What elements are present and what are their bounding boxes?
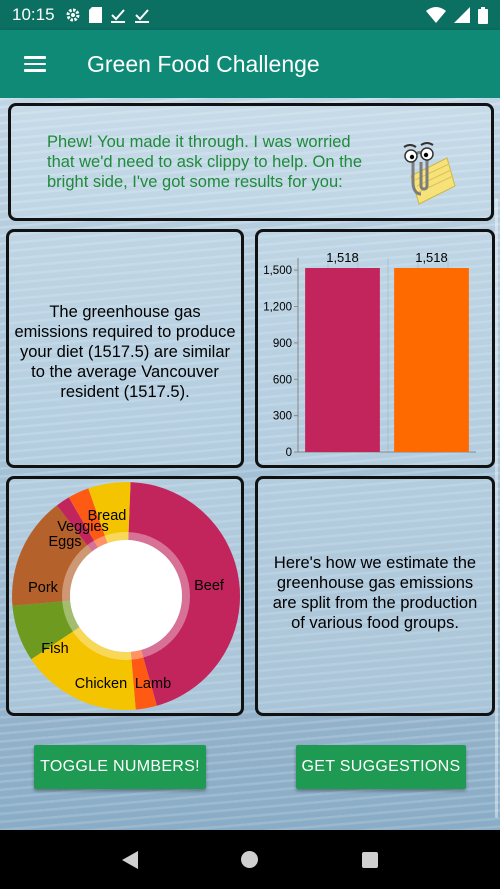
menu-button[interactable] [0, 30, 70, 98]
hamburger-menu-icon [24, 52, 46, 76]
back-icon[interactable] [122, 851, 138, 869]
intro-card: Phew! You made it through. I was worried… [8, 103, 494, 221]
split-card: Here's how we estimate the greenhouse ga… [255, 476, 495, 716]
slice-label: Chicken [75, 676, 127, 692]
slice-label: Pork [28, 580, 59, 596]
get-suggestions-button[interactable]: GET SUGGESTIONS [296, 745, 466, 789]
toggle-numbers-button[interactable]: TOGGLE NUMBERS! [34, 745, 206, 789]
comparison-card: The greenhouse gas emissions required to… [6, 229, 244, 468]
y-tick-label: 600 [273, 374, 292, 386]
navigation-bar [0, 830, 500, 889]
slice-label: Eggs [48, 534, 81, 550]
sd-card-icon [89, 7, 102, 23]
scrollbar[interactable] [495, 198, 498, 818]
donut-hole [70, 540, 182, 652]
slice-label: Bread [88, 508, 127, 524]
y-tick-label: 1,500 [263, 265, 292, 277]
y-tick-label: 300 [273, 411, 292, 423]
y-tick-label: 900 [273, 338, 292, 350]
recent-apps-icon[interactable] [362, 852, 378, 868]
bar-1 [305, 268, 380, 452]
clippy-icon [389, 136, 459, 206]
intro-message: Phew! You made it through. I was worried… [47, 132, 377, 192]
y-tick-label: 1,200 [263, 302, 292, 314]
split-text: Here's how we estimate the greenhouse ga… [258, 553, 492, 633]
slice-label: Beef [194, 578, 225, 594]
battery-icon [478, 7, 488, 24]
slice-label: Fish [41, 641, 68, 657]
gear-icon [65, 7, 81, 23]
status-time: 10:15 [12, 5, 55, 25]
y-tick-label: 0 [286, 447, 292, 459]
bar-chart: 0 300 600 900 1,200 1,500 1,518 1,518 [258, 232, 492, 465]
bar-2 [394, 268, 469, 452]
donut-chart-card: Beef Lamb Chicken Fish Pork Eggs Veggies Bread [6, 476, 244, 716]
page-title: Green Food Challenge [87, 51, 320, 78]
bar-data-label: 1,518 [415, 250, 448, 265]
check-icon [110, 7, 126, 23]
signal-icon [454, 7, 470, 23]
wifi-icon [426, 7, 446, 23]
content-area: Phew! You made it through. I was worried… [0, 98, 500, 830]
check-icon [134, 7, 150, 23]
home-icon[interactable] [241, 851, 258, 868]
bar-data-label: 1,518 [326, 250, 359, 265]
comparison-text: The greenhouse gas emissions required to… [9, 302, 241, 402]
slice-label: Lamb [135, 676, 171, 692]
bar-chart-card: 0 300 600 900 1,200 1,500 1,518 1,518 [255, 229, 495, 468]
app-bar: Green Food Challenge [0, 30, 500, 98]
status-bar: 10:15 [0, 0, 500, 30]
